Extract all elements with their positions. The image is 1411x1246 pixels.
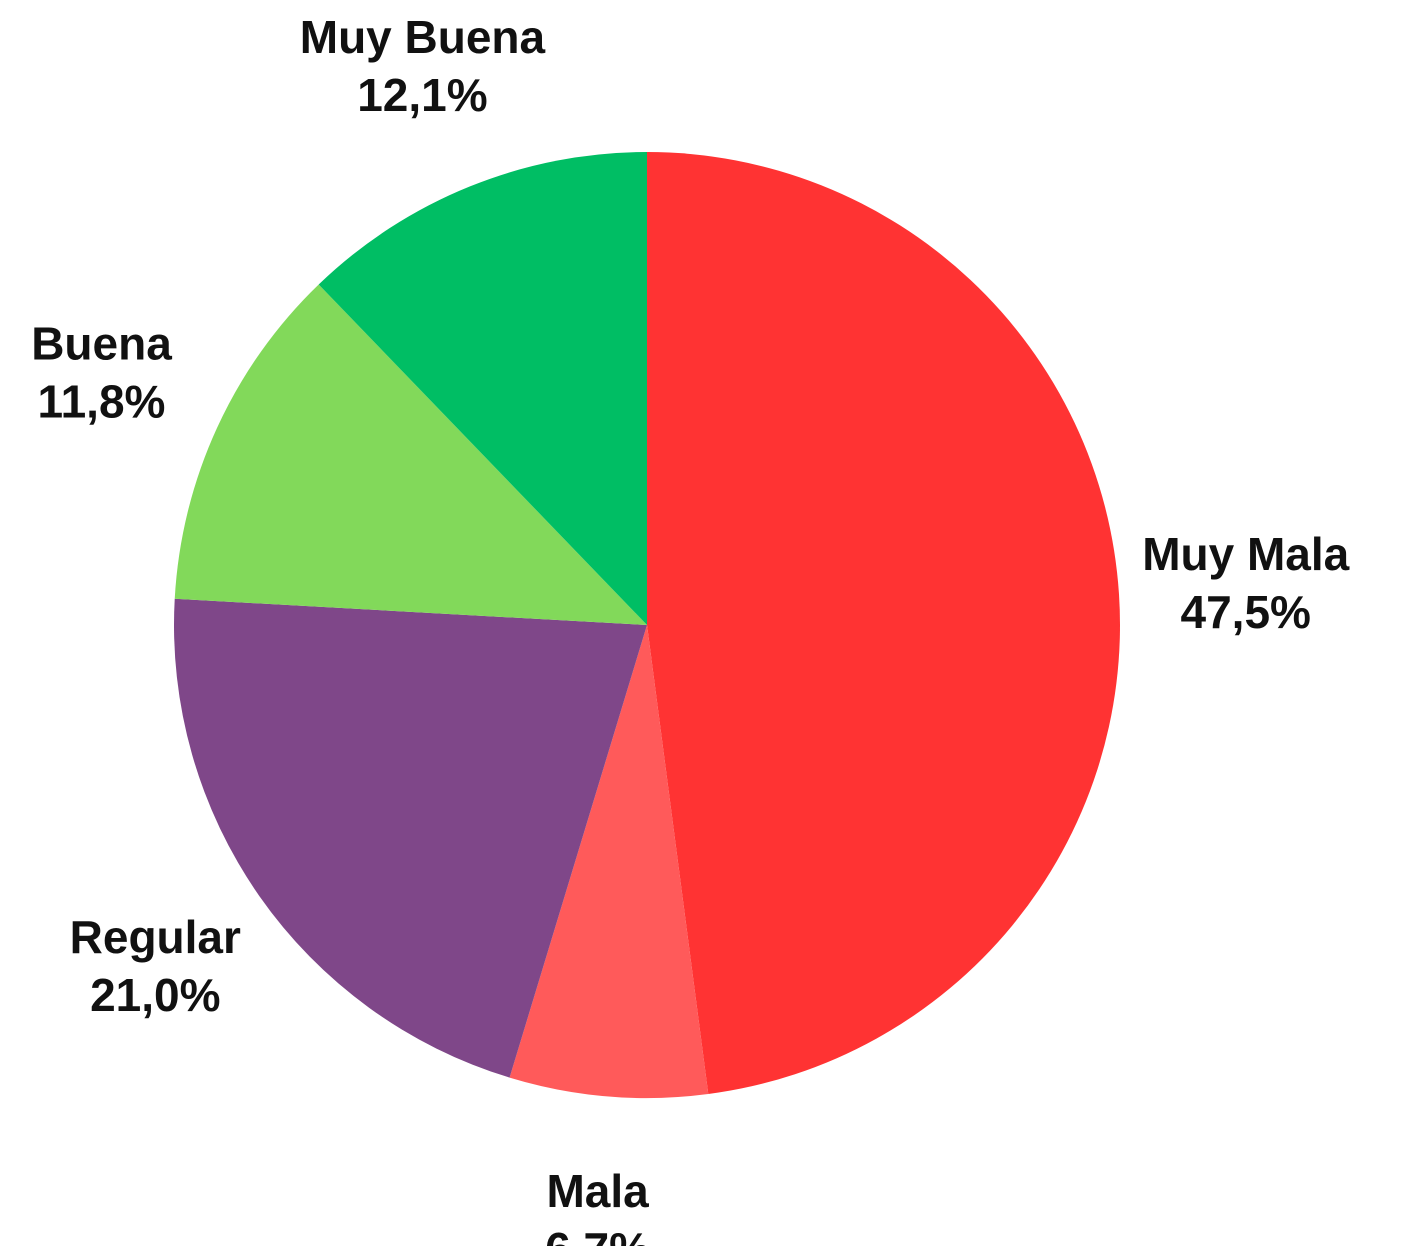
value-label: 47,5% xyxy=(1181,586,1311,638)
slice-label: Regular xyxy=(70,911,241,963)
value-label: 12,1% xyxy=(357,69,487,121)
pie-slice xyxy=(647,152,1120,1095)
pie-slice xyxy=(509,625,709,1098)
slice-label: Muy Mala xyxy=(1142,528,1349,580)
slice-label: Buena xyxy=(31,317,172,369)
pie-slice xyxy=(174,284,647,625)
pie-slice xyxy=(318,152,647,625)
value-label: 6,7% xyxy=(545,1223,650,1246)
slice-label: Muy Buena xyxy=(300,11,546,63)
pie-slice xyxy=(174,598,648,1078)
slice-label: Mala xyxy=(546,1165,649,1217)
value-label: 11,8% xyxy=(38,375,166,427)
value-label: 21,0% xyxy=(90,969,220,1021)
